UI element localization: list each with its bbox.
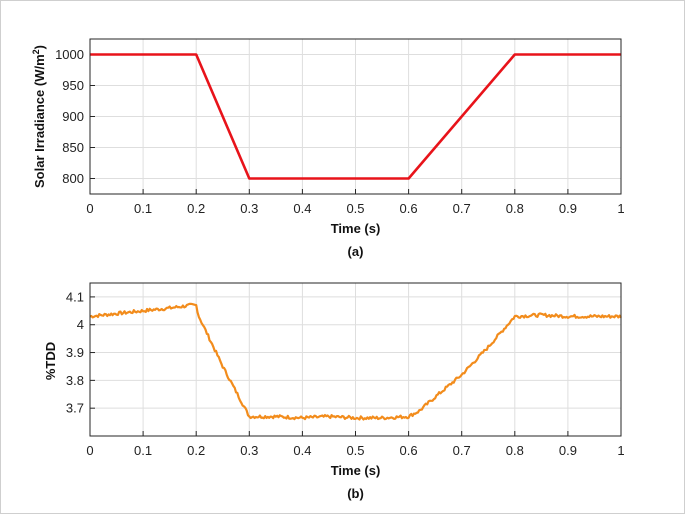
x-tick-label: 0.4 [293,201,311,216]
axes-box-b [89,282,622,437]
x-tick-labels-a: 0 0.1 0.2 0.3 0.4 0.5 0.6 0.7 0.8 0.9 1 [86,201,624,216]
y-tick-label: 900 [62,109,84,124]
x-tick-label: 0.9 [559,201,577,216]
x-tick-label: 0.9 [559,443,577,458]
y-tick-label: 800 [62,171,84,186]
x-tick-label: 0.3 [240,443,258,458]
caption-b: (b) [347,486,364,501]
y-axis-label-a: Solar Irradiance (W/m2) [31,45,47,188]
x-tick-label: 0.2 [187,201,205,216]
x-tick-label: 0.2 [187,443,205,458]
y-tick-label: 4.1 [66,289,84,304]
x-tick-label: 0.3 [240,201,258,216]
x-tick-label: 0.5 [346,443,364,458]
y-tick-label: 1000 [55,47,84,62]
y-tick-label: 3.8 [66,373,84,388]
x-tick-label: 0 [86,443,93,458]
y-tick-labels-a: 800 850 900 950 1000 [55,47,84,186]
series-line [89,302,622,421]
x-tick-label: 0.7 [453,201,471,216]
chart-b: 0 0.1 0.2 0.3 0.4 0.5 0.6 0.7 0.8 0.9 1 3.7 3.8 3.9 4… [43,282,625,501]
x-tick-label: 0.6 [400,201,418,216]
x-tick-label: 1 [617,443,624,458]
caption-a: (a) [348,244,364,259]
chart-a: 0 0.1 0.2 0.3 0.4 0.5 0.6 0.7 0.8 0.9 1 800 850 900 9… [31,38,625,259]
series-line-a [90,53,621,180]
y-tick-label: 950 [62,78,84,93]
y-tick-label: 4 [77,317,84,332]
x-tick-label: 0.1 [134,443,152,458]
x-tick-label: 0.7 [453,443,471,458]
y-tick-label: 3.7 [66,401,84,416]
x-tick-labels-b: 0 0.1 0.2 0.3 0.4 0.5 0.6 0.7 0.8 0.9 1 [86,443,624,458]
x-tick-label: 0 [86,201,93,216]
axes-box-a [89,38,622,195]
x-tick-label: 0.8 [506,201,524,216]
x-tick-label: 0.5 [346,201,364,216]
y-tick-label: 3.9 [66,345,84,360]
x-tick-label: 0.1 [134,201,152,216]
y-tick-labels-b: 3.7 3.8 3.9 4 4.1 [66,289,84,415]
series-line [90,53,621,180]
x-tick-label: 0.4 [293,443,311,458]
x-tick-label: 0.8 [506,443,524,458]
x-axis-label-a: Time (s) [331,221,381,236]
x-tick-label: 1 [617,201,624,216]
series-line-b [89,302,622,421]
x-tick-label: 0.6 [400,443,418,458]
x-axis-label-b: Time (s) [331,463,381,478]
y-axis-label-b: %TDD [43,342,58,380]
y-tick-label: 850 [62,140,84,155]
